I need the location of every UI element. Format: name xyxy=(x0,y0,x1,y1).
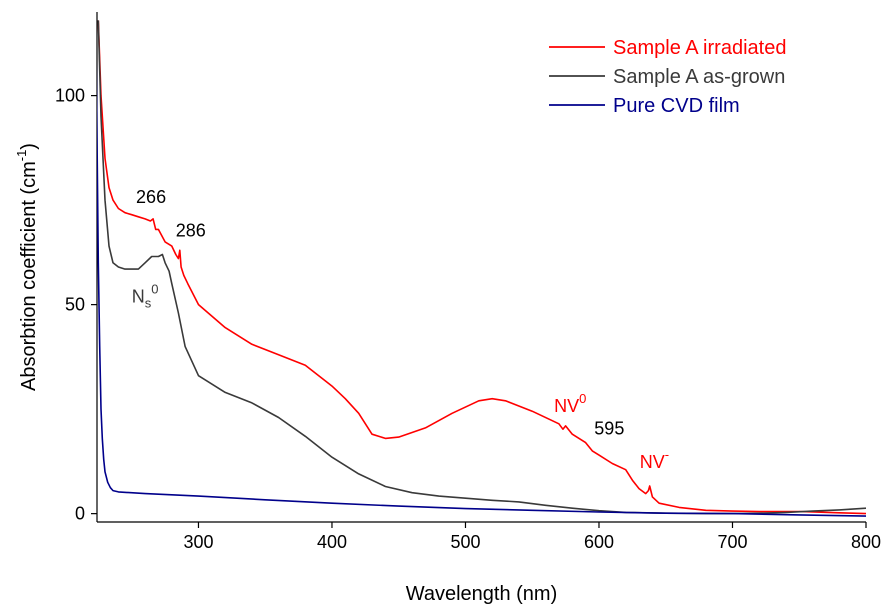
x-tick-label: 300 xyxy=(183,532,213,552)
x-tick-label: 500 xyxy=(450,532,480,552)
x-tick-label: 600 xyxy=(584,532,614,552)
annotation-label: Ns0 xyxy=(132,282,159,311)
x-axis-title: Wavelength (nm) xyxy=(406,583,558,605)
annotation-layer: 266 286 Ns0 NV0 595 NV- xyxy=(132,187,669,472)
x-tick-label: 800 xyxy=(851,532,881,552)
annotation-label: 595 xyxy=(594,419,624,439)
y-tick-label: 50 xyxy=(65,295,85,315)
y-tick-label: 0 xyxy=(75,504,85,524)
annotation-label: 266 xyxy=(136,187,166,207)
y-tick-label: 100 xyxy=(55,86,85,106)
series-line-pure-cvd-film xyxy=(97,60,866,517)
series-layer xyxy=(97,20,866,517)
x-tick-label: 700 xyxy=(717,532,747,552)
annotation-label: NV0 xyxy=(554,391,586,416)
legend-label: Pure CVD film xyxy=(613,95,740,117)
axis-titles: Wavelength (nm) Absorbtion coefficient (c… xyxy=(14,143,557,605)
plot-area: 300 400 500 600 700 800 0 50 100 xyxy=(55,12,881,552)
series-line-sample-a-irradiated xyxy=(97,20,866,515)
legend-label: Sample A as-grown xyxy=(613,66,785,88)
series-line-sample-a-as-grown xyxy=(97,20,866,515)
legend-label: Sample A irradiated xyxy=(613,37,786,59)
annotation-label: 286 xyxy=(176,220,206,240)
y-axis-title: Absorbtion coefficient (cm-1) xyxy=(14,143,40,391)
legend: Sample A irradiated Sample A as-grown Pure… xyxy=(549,37,786,117)
annotation-label: NV- xyxy=(640,447,669,472)
x-tick-label: 400 xyxy=(317,532,347,552)
